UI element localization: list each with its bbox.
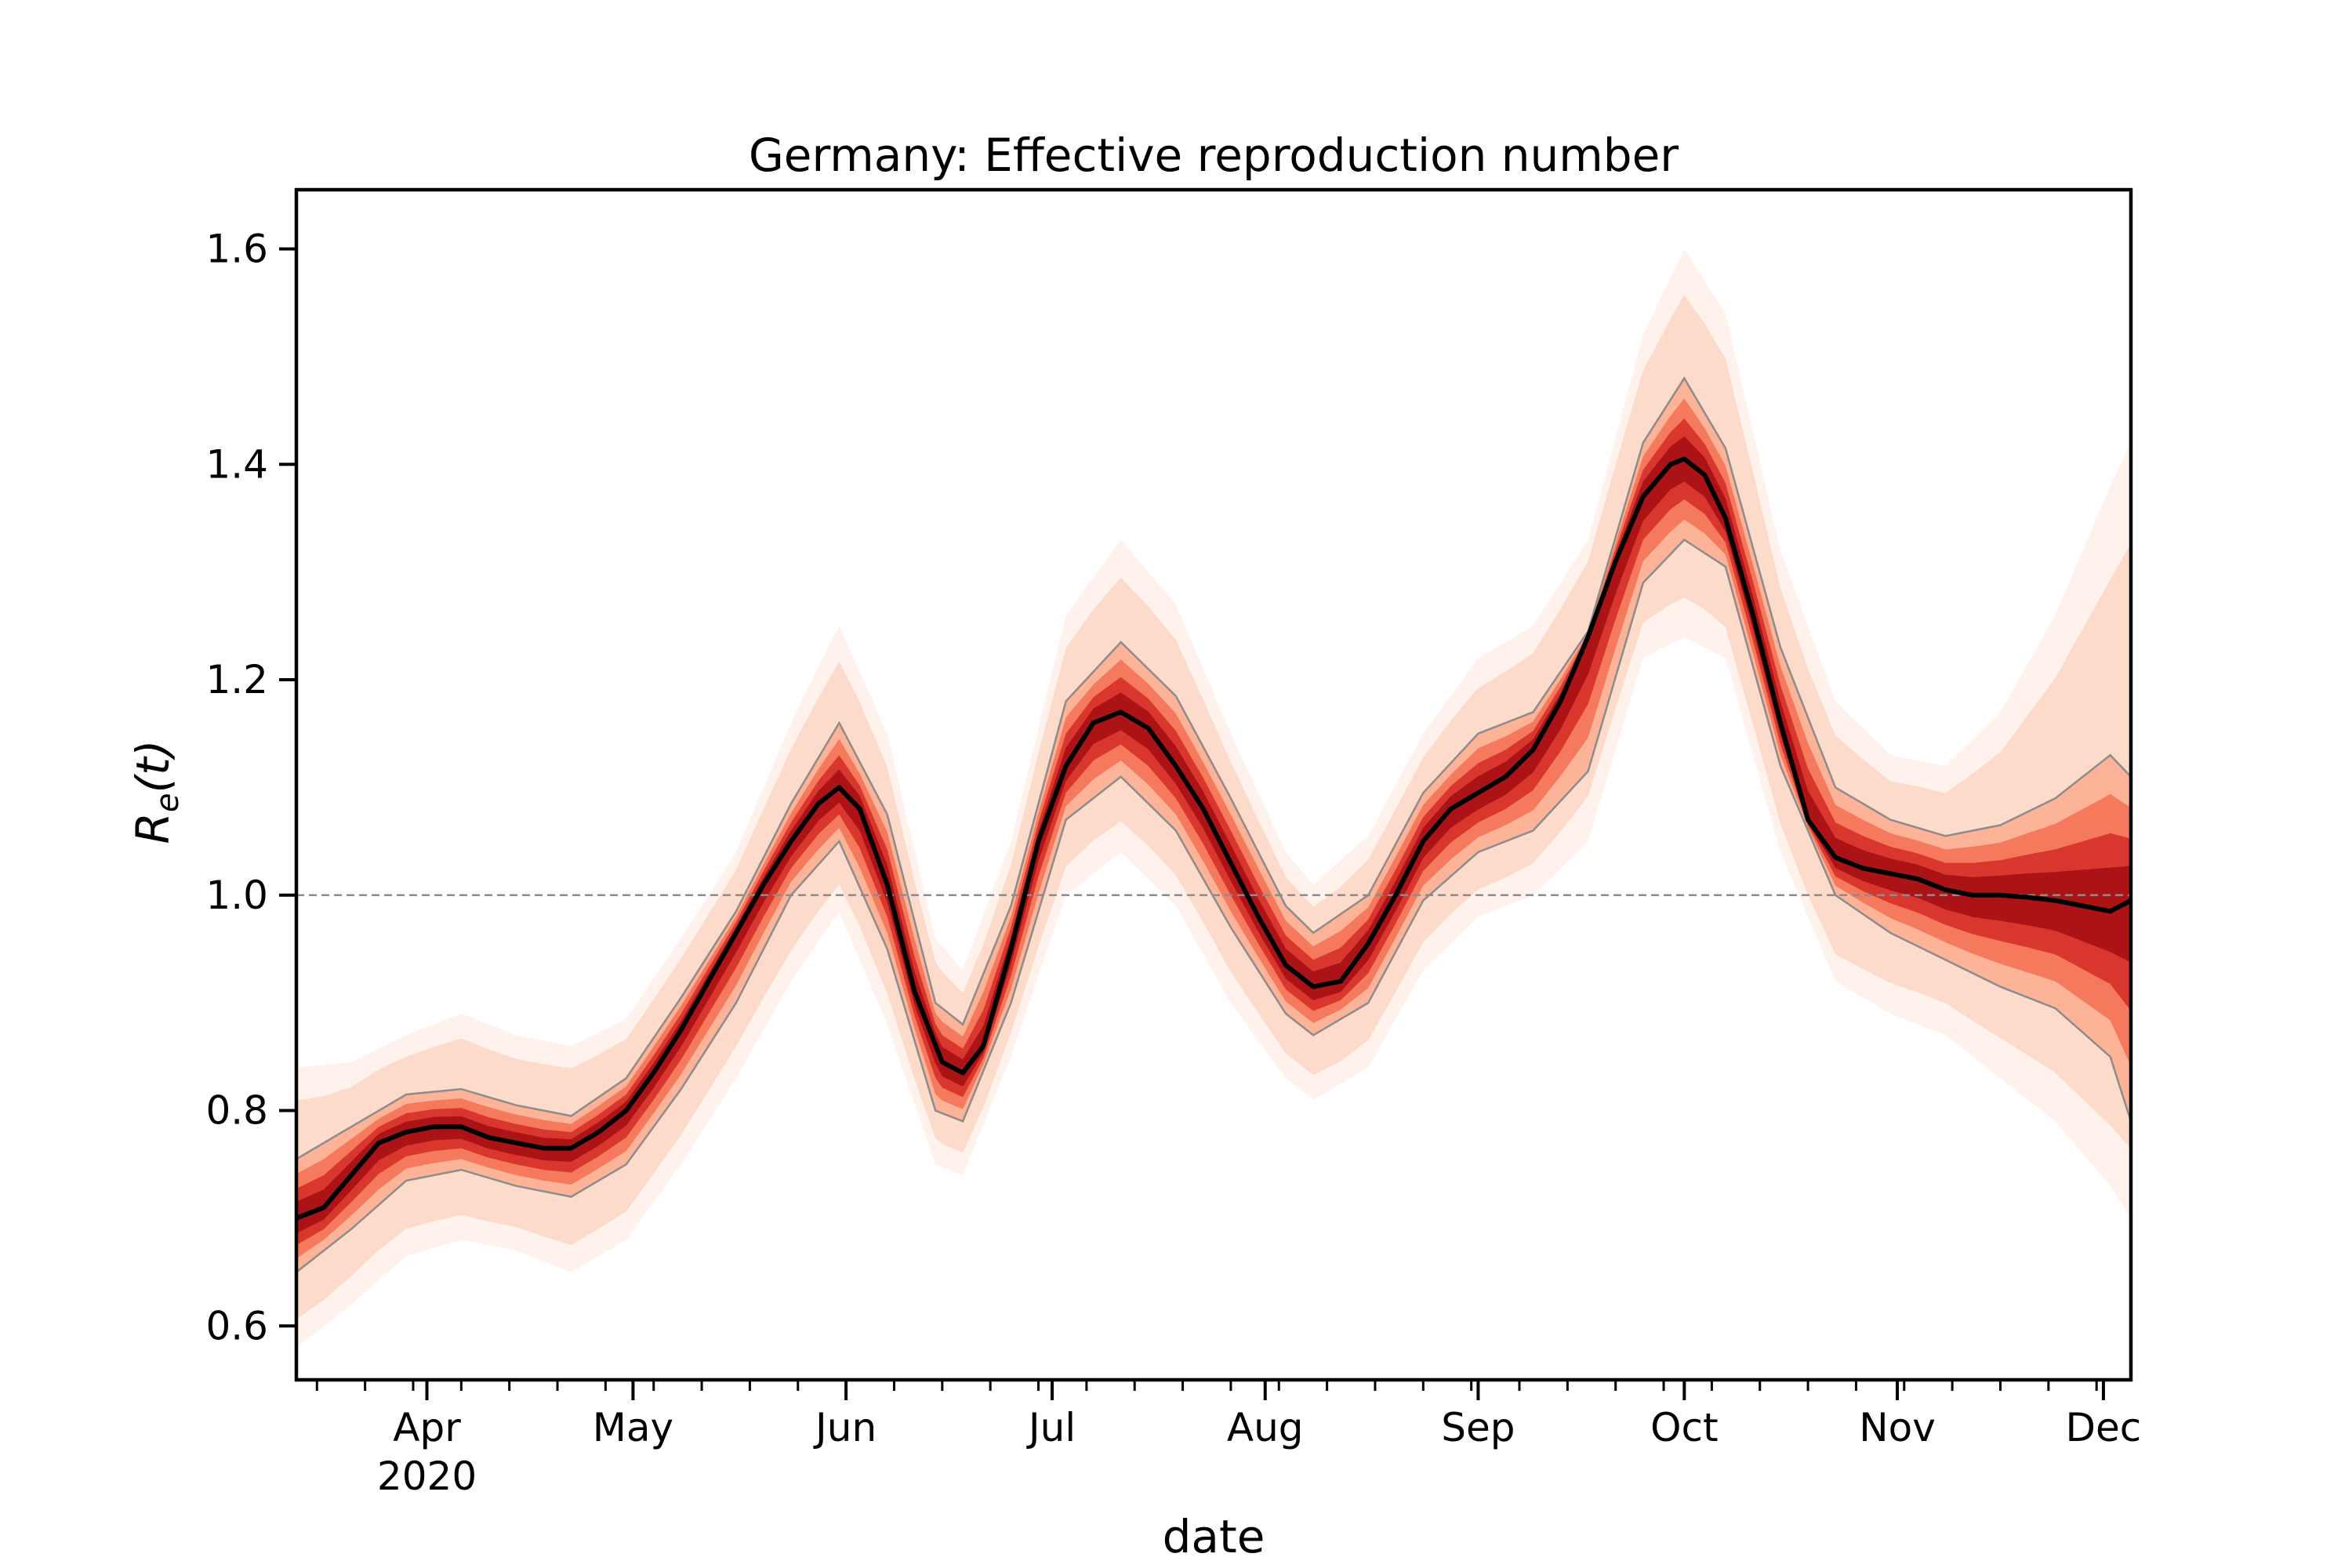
x-year-label: 2020 <box>377 1454 477 1499</box>
x-tick-label: Sep <box>1441 1405 1515 1450</box>
x-tick-label: Aug <box>1227 1405 1304 1450</box>
y-tick-label: 1.2 <box>205 657 268 702</box>
y-tick-label: 0.8 <box>205 1088 268 1134</box>
x-tick-label: Jul <box>1026 1405 1076 1450</box>
y-axis-label: Re(t) <box>126 740 186 844</box>
x-tick-label: Oct <box>1650 1405 1718 1450</box>
chart-title: Germany: Effective reproduction number <box>749 129 1679 182</box>
credible-band-5 <box>296 436 2131 1234</box>
x-tick-label: Dec <box>2066 1405 2142 1450</box>
plot-area <box>296 249 2131 1348</box>
lower-bound-line <box>296 538 2131 1273</box>
x-tick-label: Apr <box>393 1405 461 1450</box>
x-tick-label: Nov <box>1859 1405 1936 1450</box>
plot-frame <box>294 187 2133 1382</box>
y-tick-label: 1.6 <box>205 227 268 272</box>
upper-bound-line <box>296 376 2131 1160</box>
x-axis-label: date <box>1163 1510 1265 1563</box>
y-tick-label: 0.6 <box>205 1303 268 1348</box>
x-tick-label: Jun <box>813 1405 877 1450</box>
y-tick-label: 1.4 <box>205 441 268 487</box>
y-tick-label: 1.0 <box>205 873 268 918</box>
median-line <box>296 456 2131 1221</box>
x-tick-label: May <box>593 1405 673 1450</box>
